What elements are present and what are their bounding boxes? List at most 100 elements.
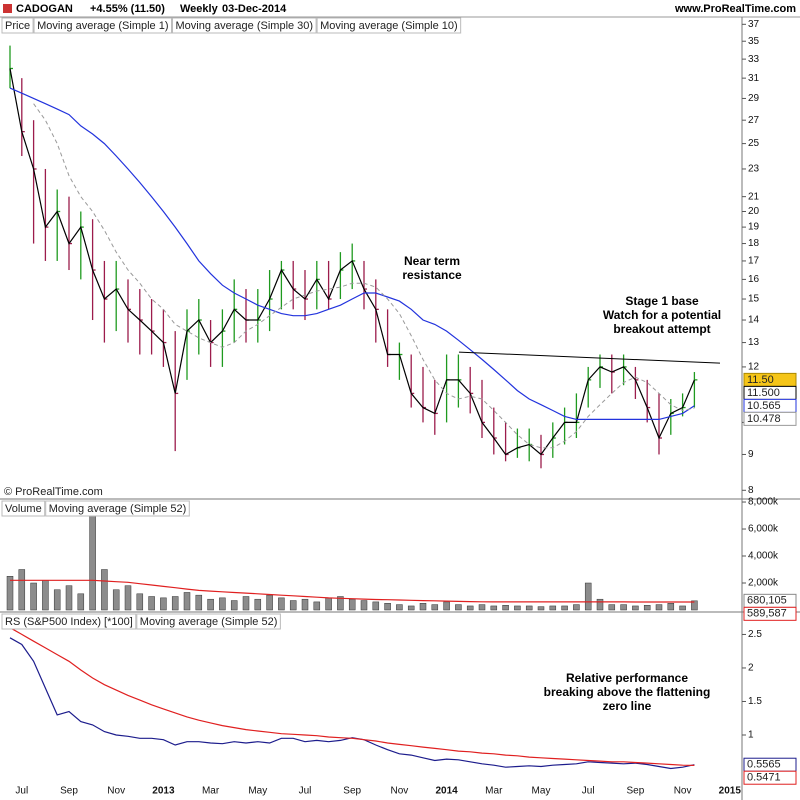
y-tick-label: 23 — [748, 164, 760, 175]
x-tick-label: May — [248, 786, 267, 797]
volume-bar — [219, 597, 226, 611]
volume-bar — [89, 501, 96, 611]
volume-bar — [348, 598, 356, 611]
legend-box — [1, 17, 34, 34]
change: +4.55% (11.50) — [90, 3, 165, 15]
legend-item: Moving average (Simple 52) — [45, 500, 190, 517]
volume-bar — [30, 582, 37, 611]
legend-box — [136, 613, 281, 630]
y-tick-label: 35 — [748, 36, 760, 47]
volume-bar — [573, 604, 580, 611]
y-tick-label: 18 — [748, 238, 760, 249]
x-tick-label: Jul — [15, 786, 28, 797]
series-line — [33, 103, 695, 449]
series-line — [9, 68, 695, 456]
y-tick-label: 1.5 — [748, 696, 762, 707]
annotation: Relative performance — [566, 671, 688, 685]
x-tick-label: Jul — [582, 786, 595, 797]
legend-label: Moving average (Simple 52) — [140, 616, 278, 628]
series-line — [9, 87, 695, 420]
volume-bar — [549, 605, 557, 611]
legend-box — [172, 17, 317, 34]
x-tick-label: Nov — [391, 786, 409, 797]
y-tick-label: 1 — [748, 730, 754, 741]
legend-item: Moving average (Simple 52) — [136, 613, 281, 630]
volume-bar — [301, 598, 309, 611]
watermark: © ProRealTime.com — [4, 486, 103, 498]
value-tag-label: 10.565 — [747, 400, 781, 412]
volume-bar — [136, 593, 144, 611]
volume-bar — [525, 605, 533, 611]
volume-bar — [183, 592, 191, 611]
legend-label: Moving average (Simple 1) — [37, 20, 168, 32]
period: Weekly — [180, 3, 219, 15]
volume-bar — [584, 582, 592, 611]
volume-bar — [171, 596, 179, 611]
x-tick-label: Mar — [202, 786, 220, 797]
volume-bar — [266, 594, 273, 611]
volume-bar — [443, 601, 450, 611]
x-tick-label: 2015 — [719, 786, 742, 797]
volume-bar — [278, 597, 285, 611]
y-tick-label: 12 — [748, 362, 760, 373]
legend-box — [316, 17, 462, 34]
volume-bar — [313, 601, 321, 611]
volume-bar — [77, 593, 85, 611]
volume-bar — [407, 605, 415, 611]
volume-bar — [396, 604, 403, 611]
volume-bar — [372, 601, 380, 611]
annotation: breakout attempt — [613, 322, 710, 336]
y-tick-label: 20 — [748, 206, 760, 217]
y-tick-label: 13 — [748, 337, 760, 348]
site: www.ProRealTime.com — [674, 3, 796, 15]
y-tick-label: 8 — [748, 485, 754, 496]
y-tick-label: 14 — [748, 315, 760, 326]
volume-bar — [289, 600, 297, 611]
value-tag-label: 0.5565 — [747, 759, 781, 771]
value-tag-label: 11.500 — [747, 387, 780, 399]
volume-bar — [53, 589, 61, 611]
volume-bar — [325, 597, 332, 611]
legend-box — [33, 17, 173, 34]
volume-bar — [466, 605, 474, 611]
volume-bar — [655, 604, 663, 611]
y-tick-label: 2 — [748, 663, 754, 674]
legend-box — [45, 500, 190, 517]
volume-bar — [478, 604, 486, 611]
x-tick-label: Sep — [343, 786, 361, 797]
y-tick-label: 15 — [748, 294, 760, 305]
value-tag — [743, 606, 797, 621]
volume-bar — [6, 576, 14, 611]
volume-bar — [608, 604, 616, 611]
volume-bar — [242, 596, 250, 611]
x-tick-label: 2013 — [152, 786, 175, 797]
legend-item: Volume — [1, 500, 46, 517]
y-tick-label: 29 — [748, 93, 760, 104]
legend-item: RS (S&P500 Index) [*100] — [1, 613, 137, 630]
volume-bar — [537, 606, 545, 611]
x-tick-label: Jul — [299, 786, 312, 797]
volume-bar — [337, 596, 344, 611]
y-tick-label: 25 — [748, 138, 760, 149]
annotation: Stage 1 base — [625, 294, 699, 308]
volume-bar — [620, 604, 627, 611]
volume-bar — [561, 605, 568, 611]
value-tag-label: 680,105 — [747, 595, 787, 607]
symbol-icon — [3, 4, 12, 13]
volume-bar — [691, 600, 698, 611]
volume-bar — [230, 600, 238, 611]
y-tick-label: 19 — [748, 222, 760, 233]
value-tag-label: 589,587 — [747, 608, 787, 620]
annotation: breaking above the flattening — [544, 685, 711, 699]
volume-bar — [360, 600, 368, 611]
volume-bar — [160, 597, 167, 611]
annotation: zero line — [603, 699, 652, 713]
y-tick-label: 33 — [748, 54, 760, 65]
annotation: resistance — [402, 268, 462, 282]
legend-item: Moving average (Simple 30) — [172, 17, 317, 34]
volume-bar — [195, 594, 203, 611]
y-tick-label: 4,000k — [748, 551, 779, 562]
legend-item: Moving average (Simple 10) — [316, 17, 462, 34]
